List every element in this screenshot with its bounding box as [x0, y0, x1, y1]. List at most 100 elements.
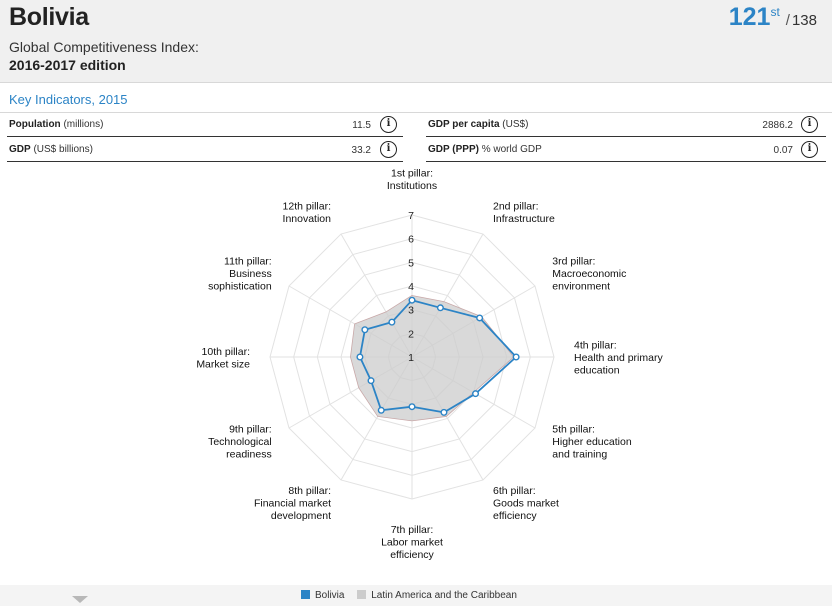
axis-label-line: Innovation	[283, 213, 332, 225]
axis-label-line: Market size	[196, 358, 250, 370]
axis-label-line: Health and primary	[574, 352, 663, 364]
axis-label: 2nd pillar: Infrastructure	[493, 200, 555, 225]
indicator-name: GDP per capita	[428, 119, 500, 130]
indicator-unit: (US$ billions)	[33, 144, 93, 155]
data-point-bolivia	[408, 403, 416, 411]
axis-label: 1st pillar: Institutions	[387, 168, 437, 193]
axis-label-line: education	[574, 365, 620, 377]
indicator-unit: (US$)	[502, 119, 529, 130]
indicator-name: GDP (PPP)	[428, 144, 479, 155]
tick-label: 6	[408, 234, 414, 246]
axis-label-line: 4th pillar:	[574, 340, 617, 352]
data-point-bolivia	[356, 353, 364, 361]
rank-total: 138	[791, 12, 817, 29]
axis-label: 12th pillar: Innovation	[283, 200, 332, 225]
edition-label: 2016-2017 edition	[9, 57, 126, 73]
axis-label: 3rd pillar: Macroeconomic environment	[552, 256, 626, 293]
data-point-bolivia	[367, 377, 375, 385]
axis-label-line: 9th pillar:	[229, 424, 272, 436]
info-icon[interactable]: i	[801, 116, 818, 133]
rank-suffix: st	[770, 5, 780, 19]
axis-label-line: 7th pillar:	[391, 524, 434, 536]
axis-label: 7th pillar: Labor market efficiency	[381, 524, 443, 561]
legend-label: Latin America and the Caribbean	[371, 590, 517, 601]
indicator-label: GDP per capita (US$)	[428, 119, 528, 130]
info-icon[interactable]: i	[801, 141, 818, 158]
axis-label: 5th pillar: Higher education and training	[552, 424, 632, 461]
info-icon[interactable]: i	[380, 141, 397, 158]
tick-label: 3	[408, 305, 414, 317]
indicator-value: 2886.2	[762, 120, 793, 131]
axis-label-line: readiness	[226, 449, 272, 461]
axis-label-line: Goods market	[493, 497, 559, 509]
axis-label-line: Institutions	[387, 180, 437, 192]
axis-label-line: efficiency	[493, 510, 537, 522]
data-point-bolivia	[361, 326, 369, 334]
data-point-bolivia	[436, 304, 444, 312]
axis-label-line: 12th pillar:	[283, 200, 331, 212]
indicator-label: GDP (US$ billions)	[9, 144, 93, 155]
axis-label-line: Higher education	[552, 436, 632, 448]
chevron-down-icon[interactable]	[72, 596, 88, 603]
axis-label: 4th pillar: Health and primary education	[574, 340, 663, 377]
tick-label: 4	[408, 281, 414, 293]
data-point-bolivia	[476, 314, 484, 322]
indicator-name: GDP	[9, 144, 31, 155]
legend-swatch	[301, 590, 310, 599]
rank-display: 121st /138	[729, 3, 817, 32]
legend-item-bolivia[interactable]: Bolivia	[301, 590, 344, 601]
indicator-value: 33.2	[351, 145, 371, 156]
key-indicators-title: Key Indicators, 2015	[9, 92, 128, 107]
axis-label: 6th pillar: Goods market efficiency	[493, 485, 559, 522]
radar-chart: 1 2 3 4 5 6 7 1st pillar: Institutions 2nd pillar…	[196, 168, 663, 562]
axis-label-line: Business	[229, 268, 272, 280]
index-title: Global Competitiveness Index:	[9, 39, 199, 55]
axis-label: 11th pillar: Business sophistication	[208, 256, 272, 293]
tick-label: 1	[408, 352, 414, 364]
axis-label: 8th pillar: Financial market development	[254, 485, 331, 522]
axis-label-line: 10th pillar:	[202, 346, 250, 358]
axis-label-line: 8th pillar:	[288, 485, 331, 497]
tick-label: 2	[408, 328, 414, 340]
indicator-gdp-per-capita: GDP per capita (US$) 2886.2 i	[426, 113, 826, 137]
axis-label: 9th pillar: Technological readiness	[208, 424, 272, 461]
axis-label-line: 5th pillar:	[552, 424, 595, 436]
country-name: Bolivia	[9, 3, 89, 31]
tick-label: 5	[408, 257, 414, 269]
data-point-bolivia	[512, 353, 520, 361]
axis-label-line: development	[271, 510, 331, 522]
rank-separator: /	[785, 12, 790, 29]
divider	[0, 112, 832, 113]
info-icon[interactable]: i	[380, 116, 397, 133]
axis-label-line: Technological	[208, 436, 272, 448]
legend-swatch	[357, 590, 367, 599]
axis-label-line: environment	[552, 281, 610, 293]
axis-label-line: efficiency	[390, 549, 434, 561]
axis-label-line: 11th pillar:	[224, 256, 272, 268]
chart-legend: Bolivia Latin America and the Caribbean	[301, 590, 527, 601]
rank-number: 121	[728, 3, 771, 31]
data-point-bolivia	[408, 296, 416, 304]
footer: Bolivia Latin America and the Caribbean	[0, 585, 832, 606]
axis-label: 10th pillar: Market size	[196, 346, 250, 371]
data-point-bolivia	[377, 406, 385, 414]
indicator-population: Population (millions) 11.5 i	[7, 113, 403, 137]
axis-label-line: Labor market	[381, 537, 443, 549]
indicator-unit: % world GDP	[481, 144, 542, 155]
axis-label-line: 6th pillar:	[493, 485, 536, 497]
axis-label-line: 1st pillar:	[391, 168, 433, 180]
axis-label-line: sophistication	[208, 281, 272, 293]
legend-item-latin-america[interactable]: Latin America and the Caribbean	[357, 590, 517, 601]
legend-label: Bolivia	[315, 590, 345, 601]
axis-label-line: 2nd pillar:	[493, 200, 539, 212]
axis-label-line: Financial market	[254, 497, 331, 509]
header: Bolivia Global Competitiveness Index: 20…	[0, 0, 832, 83]
tick-label: 7	[408, 210, 414, 222]
indicator-unit: (millions)	[63, 119, 104, 130]
indicator-name: Population	[9, 119, 61, 130]
indicator-value: 0.07	[773, 145, 793, 156]
indicator-label: GDP (PPP) % world GDP	[428, 144, 542, 155]
data-point-bolivia	[472, 390, 480, 398]
axis-label-line: and training	[552, 449, 607, 461]
indicator-gdp: GDP (US$ billions) 33.2 i	[7, 138, 403, 162]
